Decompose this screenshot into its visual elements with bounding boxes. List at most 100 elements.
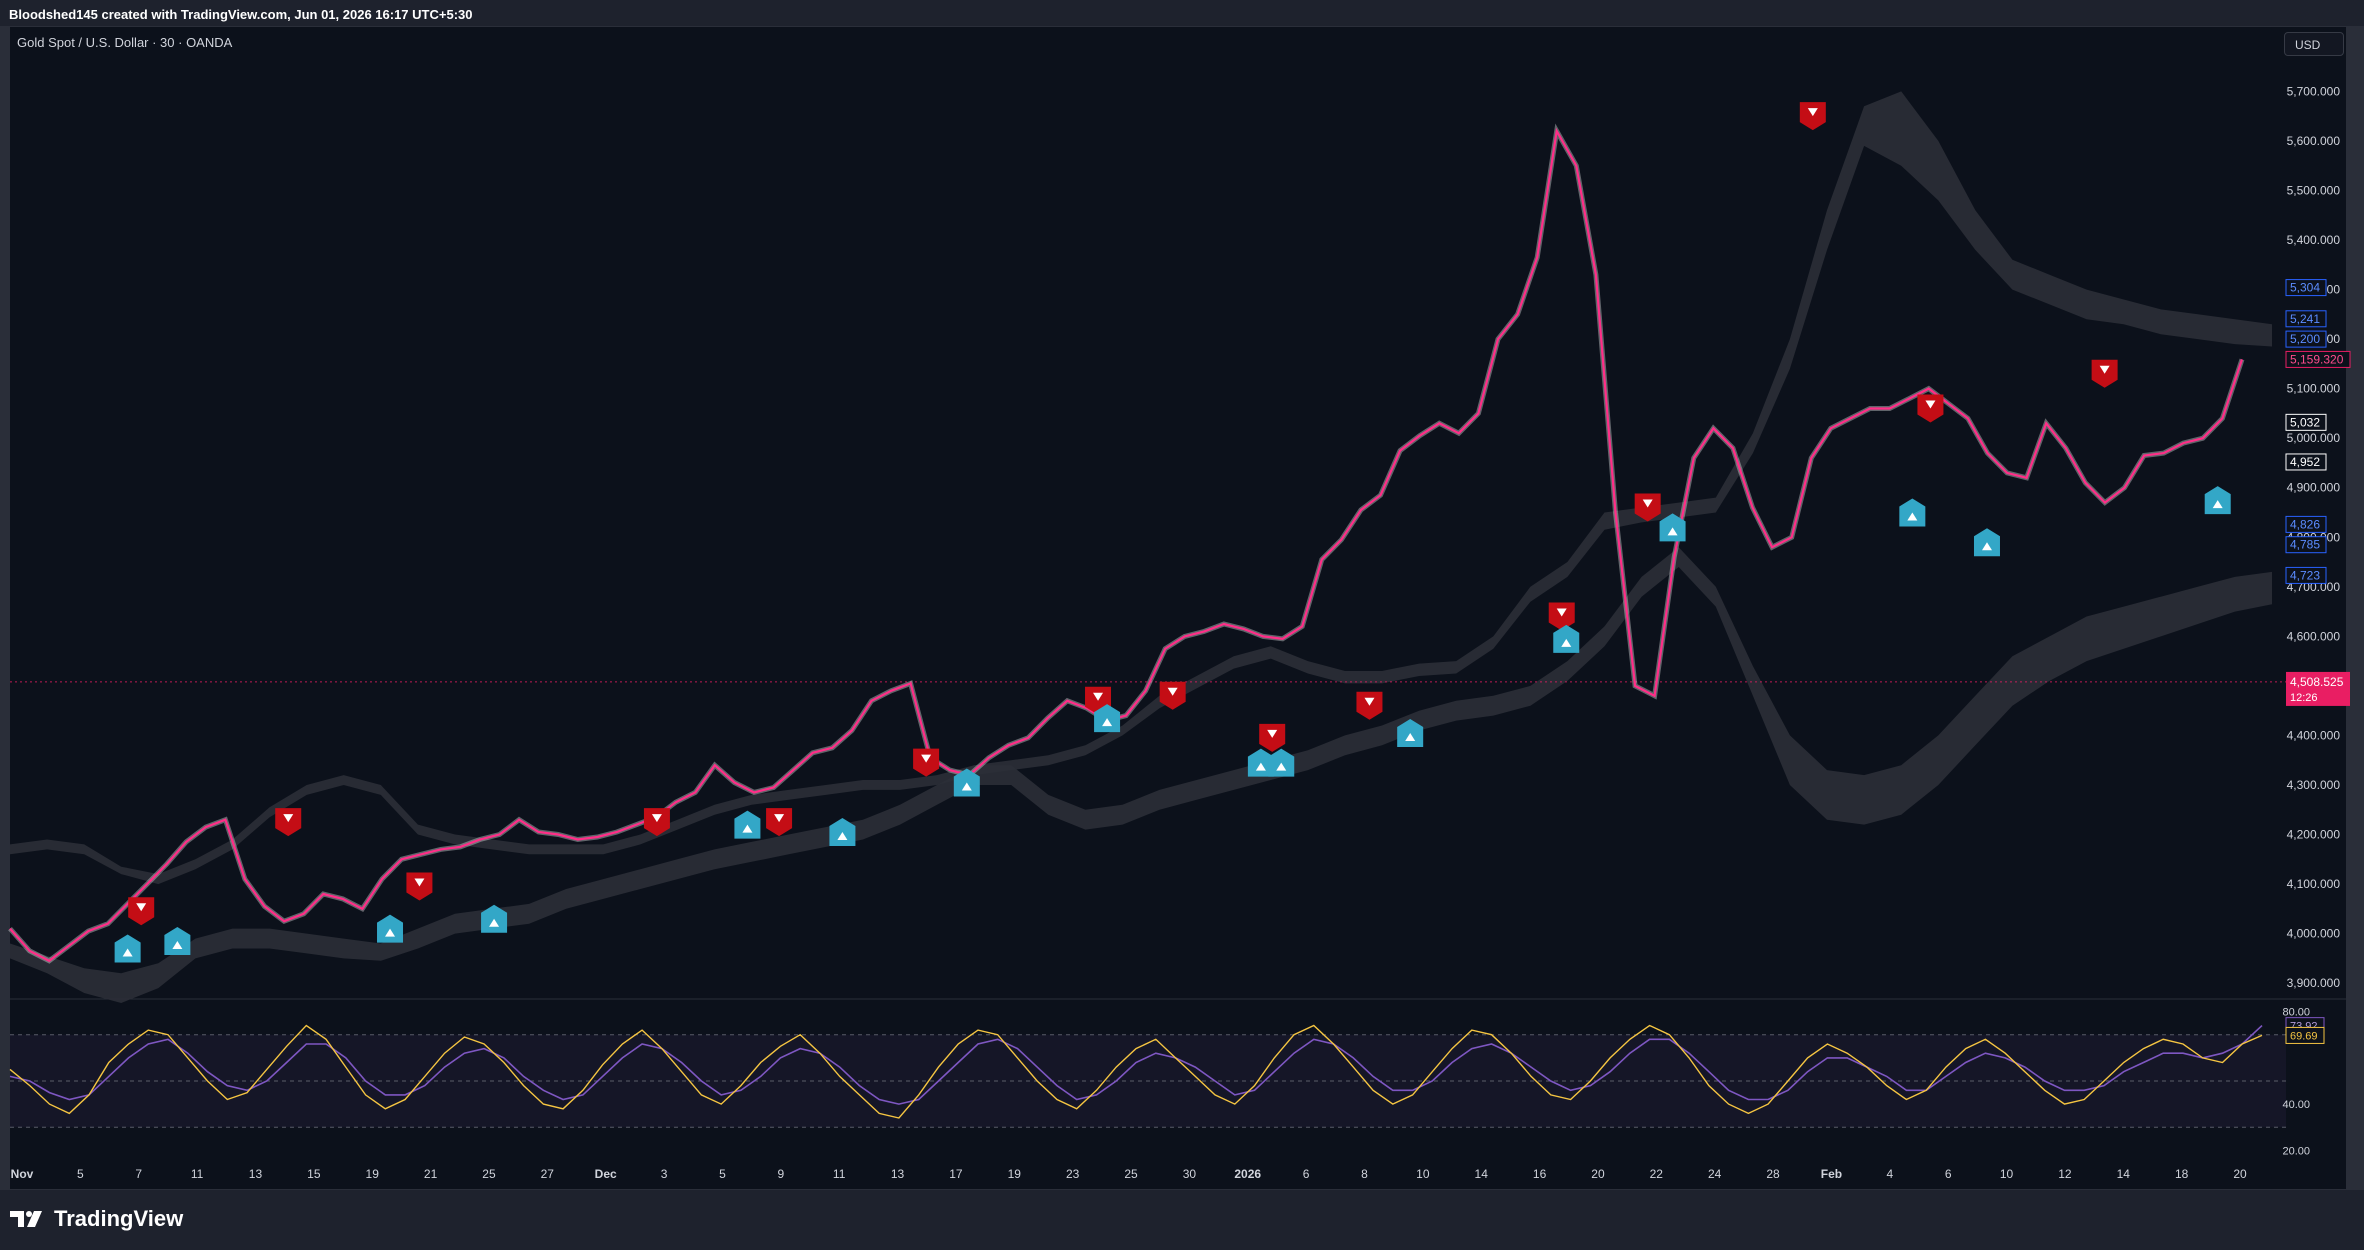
attribution-text: Bloodshed145 created with TradingView.co…	[9, 7, 473, 22]
buy-arrow-icon	[1405, 732, 1416, 741]
x-tick-label: 25	[1124, 1167, 1138, 1181]
x-tick-label: 20	[2233, 1167, 2247, 1181]
buy-arrow-icon	[2212, 500, 2223, 509]
x-tick-label: 11	[833, 1167, 846, 1181]
price-wicks	[8, 123, 2245, 964]
x-tick-label: 11	[191, 1167, 204, 1181]
price-tag-label: 5,304	[2290, 281, 2320, 295]
price-tag-pink	[2285, 350, 2351, 368]
x-tick-label: 7	[135, 1167, 142, 1181]
rsi-y-tick-label: 80.00	[2282, 1007, 2310, 1019]
sell-arrow-icon	[414, 878, 425, 887]
buy-arrow-icon	[837, 832, 848, 841]
current-price-label: 4,508.525	[2290, 675, 2344, 689]
buy-signal-marker-11	[1553, 624, 1580, 653]
x-tick-label: 17	[949, 1167, 963, 1181]
x-tick-label: 21	[424, 1167, 438, 1181]
rsi-y-tick-label: 40.00	[2282, 1099, 2310, 1111]
tradingview-logo-icon	[10, 1211, 42, 1227]
x-tick-label: 20	[1591, 1167, 1605, 1181]
buy-signal-marker-1	[164, 927, 191, 956]
x-tick-label: 6	[1945, 1167, 1952, 1181]
buy-signal-marker-3	[481, 904, 508, 933]
buy-signal-marker-4	[734, 810, 761, 839]
x-tick-label: 10	[1416, 1167, 1430, 1181]
x-tick-label: 23	[1066, 1167, 1080, 1181]
rsi-line	[9, 1025, 2263, 1105]
price-tag-label: 5,159.320	[2290, 352, 2344, 366]
x-tick-label: 14	[2117, 1167, 2131, 1181]
buy-signal-marker-10	[1397, 718, 1424, 747]
x-tick-label: 19	[366, 1167, 380, 1181]
buy-signal-marker-13	[1899, 498, 1926, 527]
sell-signal-marker-11	[1634, 493, 1661, 522]
x-tick-label: 13	[249, 1167, 263, 1181]
price-tag-white	[2285, 413, 2327, 431]
sell-signal-marker-7	[1159, 681, 1186, 710]
sell-arrow-icon	[1556, 608, 1567, 617]
sell-arrow-icon	[1925, 400, 1936, 409]
x-tick-label: 8	[1361, 1167, 1368, 1181]
x-tick-label: 16	[1533, 1167, 1547, 1181]
buy-signal-marker-9	[1268, 748, 1295, 777]
sell-signal-marker-5	[913, 748, 940, 777]
buy-signal-marker-14	[1973, 528, 2000, 557]
y-tick-label: 4,300.000	[2287, 778, 2341, 792]
x-tick-label: 10	[2000, 1167, 2014, 1181]
y-tick-label: 5,500.000	[2287, 183, 2341, 197]
sell-signal-marker-9	[1356, 691, 1383, 720]
price-tag-label: 5,241	[2290, 312, 2320, 326]
x-tick-label: 30	[1183, 1167, 1197, 1181]
x-tick-label: Nov	[11, 1167, 34, 1181]
sell-arrow-icon	[2099, 365, 2110, 374]
price-tag-white	[2285, 453, 2327, 471]
sell-arrow-icon	[1364, 697, 1375, 706]
rsi-value-tag	[2285, 1026, 2325, 1044]
sell-arrow-icon	[921, 754, 932, 763]
buy-arrow-icon	[489, 918, 500, 927]
attribution-bar: Bloodshed145 created with TradingView.co…	[0, 0, 2364, 26]
buy-arrow-icon	[1255, 762, 1266, 771]
price-tag-blue	[2285, 330, 2327, 348]
sell-arrow-icon	[651, 814, 662, 823]
x-tick-label: 14	[1475, 1167, 1489, 1181]
lower-band	[10, 547, 2272, 1003]
y-tick-label: 5,700.000	[2287, 84, 2341, 98]
symbol-title[interactable]: Gold Spot / U.S. Dollar · 30 · OANDA	[17, 35, 233, 50]
sell-signal-marker-8	[1259, 723, 1286, 752]
price-tag-blue	[2285, 536, 2327, 554]
rsi-y-tick-label: 20.00	[2282, 1145, 2310, 1157]
buy-signal-marker-6	[953, 768, 980, 797]
price-tag-label: 4,785	[2290, 538, 2320, 552]
buy-arrow-icon	[172, 941, 183, 950]
y-tick-label: 4,900.000	[2287, 481, 2341, 495]
sell-signal-marker-3	[643, 808, 670, 837]
buy-signal-marker-7	[1094, 704, 1121, 733]
price-tag-label: 5,032	[2290, 415, 2320, 429]
y-tick-label: 5,000.000	[2287, 431, 2341, 445]
buy-signal-marker-5	[829, 818, 856, 847]
buy-arrow-icon	[385, 928, 396, 937]
sell-signal-marker-1	[275, 808, 302, 837]
y-tick-label: 4,200.000	[2287, 828, 2341, 842]
sell-signal-marker-0	[128, 897, 155, 926]
brand[interactable]: TradingView	[10, 1206, 183, 1232]
x-tick-label: 5	[77, 1167, 84, 1181]
x-tick-label: 9	[777, 1167, 784, 1181]
x-tick-label: 28	[1766, 1167, 1780, 1181]
x-tick-label: Feb	[1821, 1167, 1842, 1181]
buy-signal-marker-15	[2204, 486, 2231, 515]
currency-selector-button[interactable]: USD	[2284, 32, 2344, 56]
x-tick-label: 3	[661, 1167, 668, 1181]
buy-arrow-icon	[961, 782, 972, 791]
x-tick-label: 15	[307, 1167, 321, 1181]
sell-arrow-icon	[1167, 687, 1178, 696]
sell-arrow-icon	[136, 903, 147, 912]
sell-signal-marker-13	[1917, 394, 1944, 423]
x-tick-label: 24	[1708, 1167, 1722, 1181]
price-tag-label: 5,200	[2290, 332, 2320, 346]
sell-arrow-icon	[283, 814, 294, 823]
price-tag-label: 4,826	[2290, 517, 2320, 531]
y-tick-label: 3,900.000	[2287, 976, 2341, 990]
